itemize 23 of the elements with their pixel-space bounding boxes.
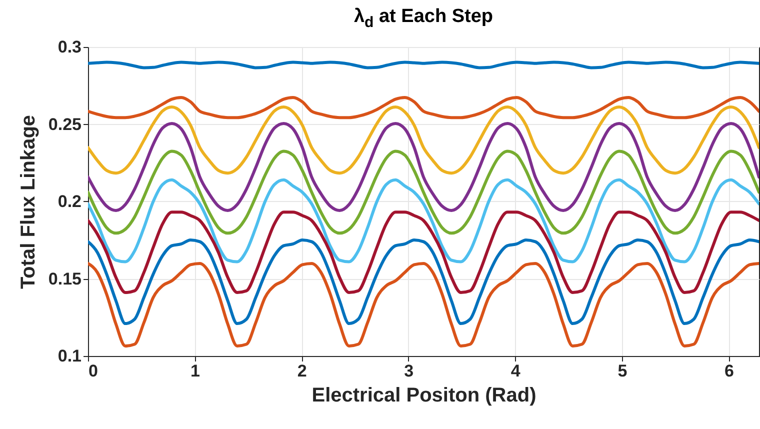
line-series [88, 178, 759, 264]
y-tick-label: 0.1 [58, 346, 82, 366]
y-tick-label: 0.25 [48, 114, 82, 134]
line-series [88, 210, 759, 294]
line-series [88, 105, 759, 175]
line-series [88, 96, 759, 120]
x-tick-label: 0 [88, 362, 98, 380]
x-tick-label: 5 [618, 362, 628, 380]
x-axis-title: Electrical Positon (Rad) [312, 384, 536, 406]
y-tick-label: 0.2 [58, 192, 82, 211]
y-axis-title: Total Flux Linkage [17, 114, 40, 290]
y-tick-label: 0.3 [58, 38, 82, 56]
line-series [88, 122, 759, 212]
chart-title: λ$_{d}$ at Each Step [352, 6, 494, 31]
y-tick-label: 0.15 [48, 269, 82, 288]
line-series [88, 238, 759, 326]
x-tick-label: 1 [190, 362, 200, 380]
line-series [88, 262, 759, 348]
x-tick-label: 3 [404, 362, 414, 380]
x-tick-label: 4 [510, 362, 521, 380]
x-tick-label: 6 [724, 362, 734, 380]
line-series [88, 150, 759, 235]
x-tick-label: 2 [297, 362, 307, 380]
